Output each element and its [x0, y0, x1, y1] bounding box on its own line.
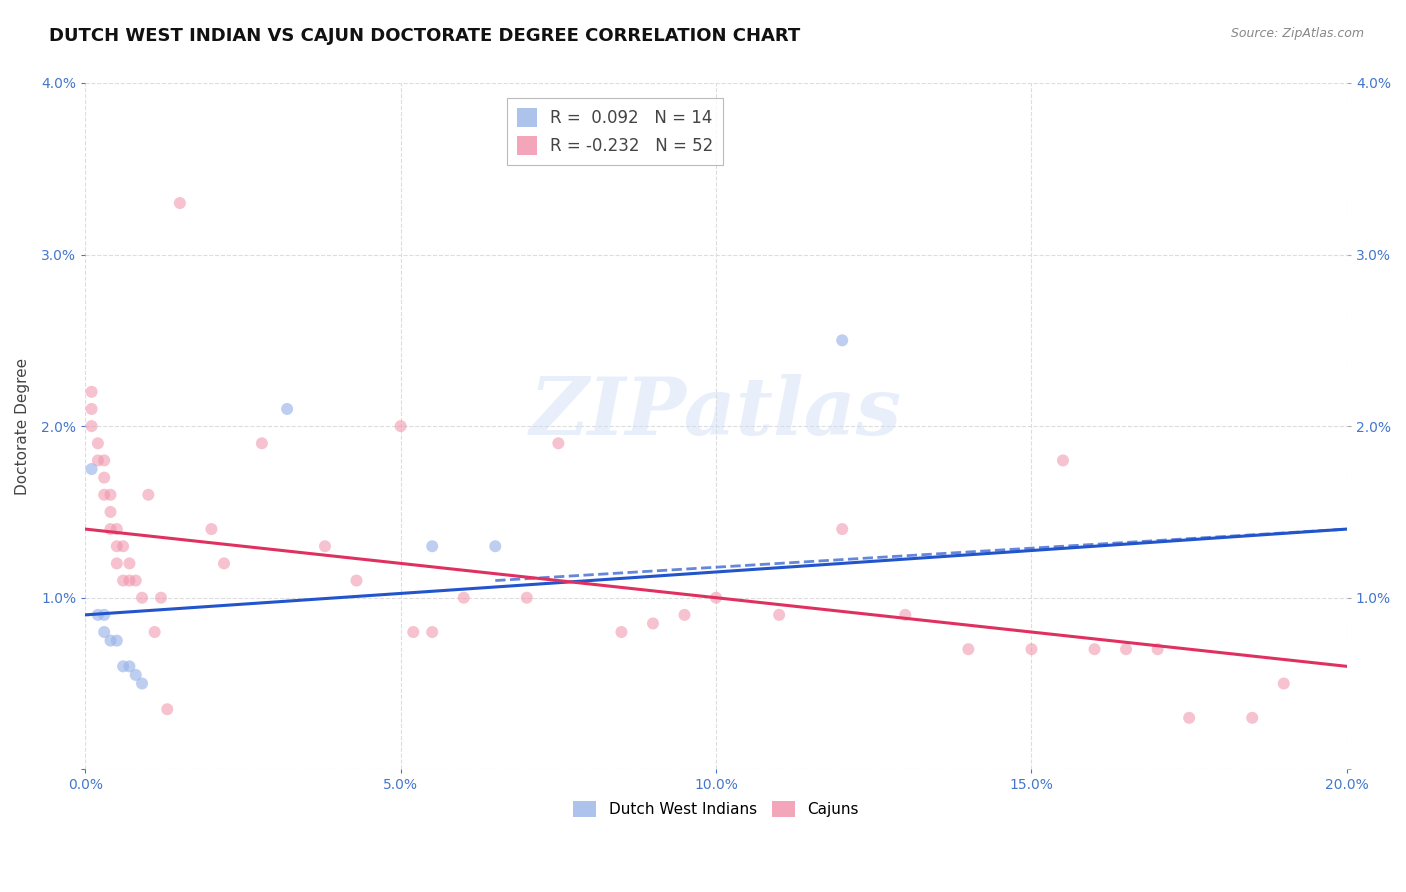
Point — [105, 633, 128, 648]
Point — [212, 557, 235, 571]
Point — [641, 616, 664, 631]
Point — [484, 539, 506, 553]
Point — [105, 522, 128, 536]
Point — [149, 591, 172, 605]
Point — [420, 625, 443, 640]
Point — [453, 591, 475, 605]
Point — [831, 522, 853, 536]
Point — [112, 539, 135, 553]
Point — [118, 557, 141, 571]
Point — [93, 625, 115, 640]
Legend: Dutch West Indians, Cajuns: Dutch West Indians, Cajuns — [568, 796, 865, 823]
Point — [831, 334, 853, 348]
Point — [105, 557, 128, 571]
Point — [200, 522, 222, 536]
Point — [314, 539, 336, 553]
Text: Source: ZipAtlas.com: Source: ZipAtlas.com — [1230, 27, 1364, 40]
Point — [957, 642, 980, 657]
Point — [118, 574, 141, 588]
Point — [250, 436, 273, 450]
Point — [547, 436, 569, 450]
Text: ZIPatlas: ZIPatlas — [530, 374, 903, 451]
Point — [131, 591, 153, 605]
Point — [87, 607, 110, 622]
Point — [93, 488, 115, 502]
Point — [80, 419, 103, 434]
Point — [100, 505, 122, 519]
Point — [169, 196, 191, 211]
Point — [420, 539, 443, 553]
Point — [125, 574, 148, 588]
Point — [402, 625, 425, 640]
Y-axis label: Doctorate Degree: Doctorate Degree — [15, 358, 30, 495]
Point — [93, 453, 115, 467]
Point — [389, 419, 412, 434]
Point — [1083, 642, 1105, 657]
Point — [1146, 642, 1168, 657]
Point — [105, 539, 128, 553]
Point — [1272, 676, 1295, 690]
Point — [80, 462, 103, 476]
Point — [87, 453, 110, 467]
Point — [610, 625, 633, 640]
Text: DUTCH WEST INDIAN VS CAJUN DOCTORATE DEGREE CORRELATION CHART: DUTCH WEST INDIAN VS CAJUN DOCTORATE DEG… — [49, 27, 800, 45]
Point — [112, 574, 135, 588]
Point — [100, 522, 122, 536]
Point — [1052, 453, 1074, 467]
Point — [1178, 711, 1201, 725]
Point — [143, 625, 166, 640]
Point — [516, 591, 538, 605]
Point — [156, 702, 179, 716]
Point — [1115, 642, 1137, 657]
Point — [768, 607, 790, 622]
Point — [112, 659, 135, 673]
Point — [100, 633, 122, 648]
Point — [93, 607, 115, 622]
Point — [894, 607, 917, 622]
Point — [138, 488, 160, 502]
Point — [125, 668, 148, 682]
Point — [87, 436, 110, 450]
Point — [673, 607, 696, 622]
Point — [93, 470, 115, 484]
Point — [1241, 711, 1264, 725]
Point — [131, 676, 153, 690]
Point — [100, 488, 122, 502]
Point — [1021, 642, 1043, 657]
Point — [346, 574, 368, 588]
Point — [276, 401, 298, 416]
Point — [80, 384, 103, 399]
Point — [80, 401, 103, 416]
Point — [704, 591, 727, 605]
Point — [118, 659, 141, 673]
